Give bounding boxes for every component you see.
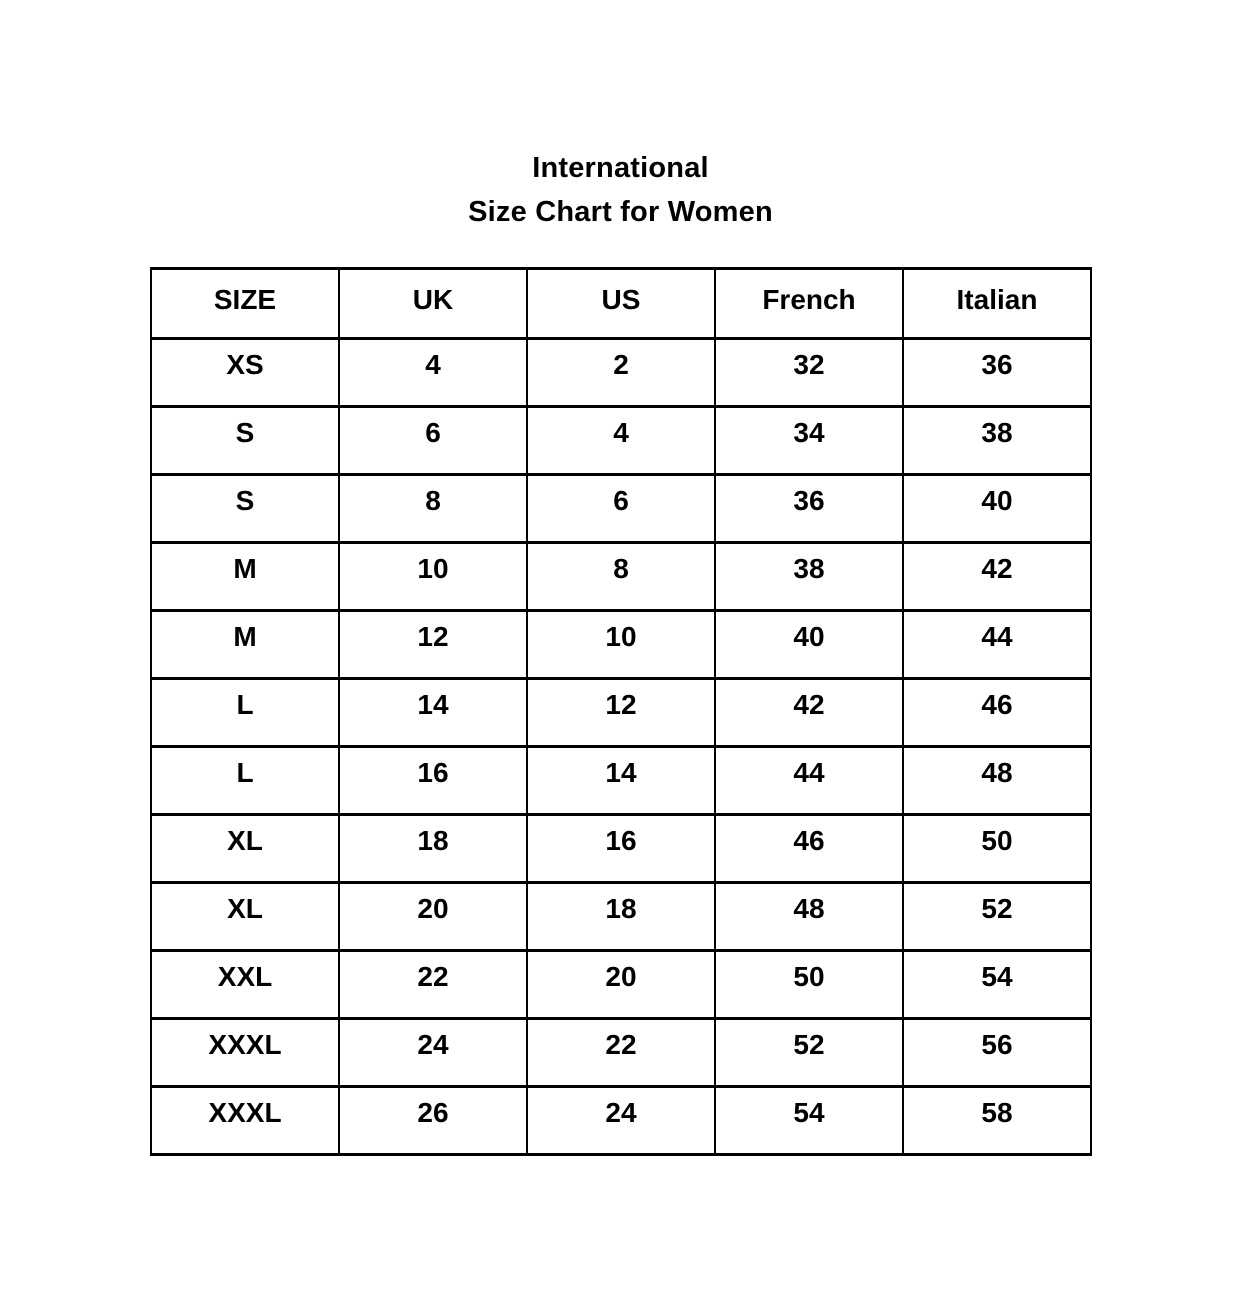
table-row: M 12 10 40 44	[150, 609, 1092, 680]
table-cell: 26	[338, 1085, 528, 1156]
table-cell: 18	[338, 813, 528, 884]
table-cell: 56	[902, 1017, 1092, 1088]
table-row: S 8 6 36 40	[150, 473, 1092, 544]
table-row: L 14 12 42 46	[150, 677, 1092, 748]
table-cell: 42	[714, 677, 904, 748]
table-cell: XL	[150, 881, 340, 952]
table-cell: 16	[338, 745, 528, 816]
column-header-size: SIZE	[150, 267, 340, 340]
table-cell: 52	[902, 881, 1092, 952]
table-cell: 34	[714, 405, 904, 476]
table-header: SIZE UK US French Italian	[150, 267, 1092, 340]
table-cell: 10	[526, 609, 716, 680]
size-chart-table: SIZE UK US French Italian XS 4 2 32 36 S 6 4 34 3…	[150, 267, 1092, 1156]
table-cell: 50	[902, 813, 1092, 884]
table-cell: 18	[526, 881, 716, 952]
table-cell: 14	[338, 677, 528, 748]
table-cell: 36	[714, 473, 904, 544]
table-cell: 54	[902, 949, 1092, 1020]
column-header-italian: Italian	[902, 267, 1092, 340]
table-cell: 8	[526, 541, 716, 612]
table-cell: S	[150, 405, 340, 476]
table-cell: XXL	[150, 949, 340, 1020]
table-row: XS 4 2 32 36	[150, 337, 1092, 408]
table-cell: 46	[902, 677, 1092, 748]
table-cell: 44	[714, 745, 904, 816]
table-cell: 46	[714, 813, 904, 884]
table-cell: XL	[150, 813, 340, 884]
chart-title-line-2: Size Chart for Women	[468, 196, 773, 228]
table-cell: 36	[902, 337, 1092, 408]
table-cell: 50	[714, 949, 904, 1020]
table-cell: 14	[526, 745, 716, 816]
column-header-us: US	[526, 267, 716, 340]
table-cell: S	[150, 473, 340, 544]
table-cell: XXXL	[150, 1085, 340, 1156]
chart-title: International Size Chart for Women	[0, 146, 1241, 234]
table-cell: 8	[338, 473, 528, 544]
table-cell: 54	[714, 1085, 904, 1156]
table-row: M 10 8 38 42	[150, 541, 1092, 612]
table-cell: L	[150, 677, 340, 748]
table-cell: 16	[526, 813, 716, 884]
table-cell: 22	[338, 949, 528, 1020]
table-row: S 6 4 34 38	[150, 405, 1092, 476]
table-row: XXXL 24 22 52 56	[150, 1017, 1092, 1088]
table-cell: 38	[902, 405, 1092, 476]
table-cell: 6	[526, 473, 716, 544]
header-row: SIZE UK US French Italian	[150, 267, 1092, 340]
table-cell: 24	[338, 1017, 528, 1088]
table-row: XXL 22 20 50 54	[150, 949, 1092, 1020]
table-cell: M	[150, 541, 340, 612]
chart-title-line-1: International	[532, 152, 709, 184]
table-cell: L	[150, 745, 340, 816]
table-cell: 20	[526, 949, 716, 1020]
table-cell: 12	[526, 677, 716, 748]
table-cell: 48	[714, 881, 904, 952]
table-cell: 40	[902, 473, 1092, 544]
table-cell: 40	[714, 609, 904, 680]
table-row: L 16 14 44 48	[150, 745, 1092, 816]
table-cell: 48	[902, 745, 1092, 816]
table-cell: 44	[902, 609, 1092, 680]
table-row: XXXL 26 24 54 58	[150, 1085, 1092, 1156]
table-row: XL 18 16 46 50	[150, 813, 1092, 884]
table-cell: 2	[526, 337, 716, 408]
table-cell: XS	[150, 337, 340, 408]
table-cell: 20	[338, 881, 528, 952]
table-cell: 4	[338, 337, 528, 408]
table-cell: 22	[526, 1017, 716, 1088]
table-cell: 10	[338, 541, 528, 612]
table-cell: 24	[526, 1085, 716, 1156]
table-cell: XXXL	[150, 1017, 340, 1088]
table-cell: 12	[338, 609, 528, 680]
table-cell: 52	[714, 1017, 904, 1088]
table-cell: M	[150, 609, 340, 680]
column-header-french: French	[714, 267, 904, 340]
table-cell: 58	[902, 1085, 1092, 1156]
table-row: XL 20 18 48 52	[150, 881, 1092, 952]
table-body: XS 4 2 32 36 S 6 4 34 38 S 8 6 36 40 M 10 8 38 42 M 12 10 40 44 L…	[150, 337, 1092, 1156]
table-cell: 6	[338, 405, 528, 476]
table-cell: 32	[714, 337, 904, 408]
column-header-uk: UK	[338, 267, 528, 340]
table-cell: 38	[714, 541, 904, 612]
table-cell: 4	[526, 405, 716, 476]
table-cell: 42	[902, 541, 1092, 612]
